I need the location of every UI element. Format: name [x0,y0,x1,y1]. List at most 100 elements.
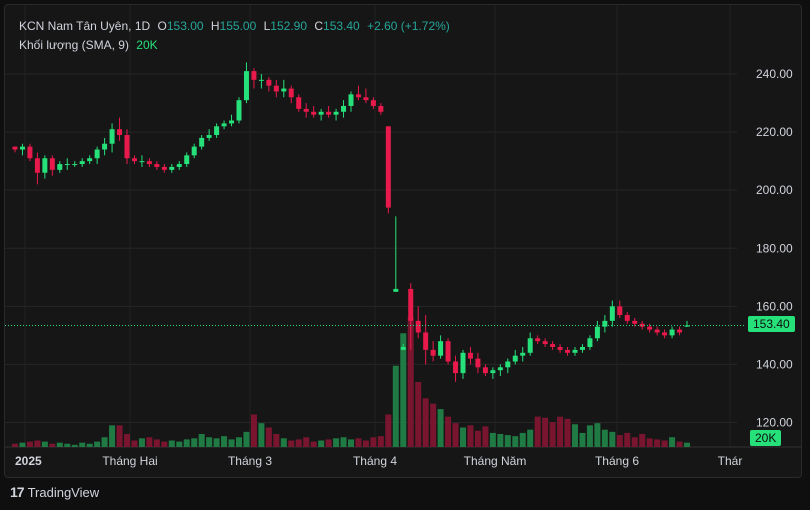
candle-body [303,108,309,112]
candle [281,79,287,98]
candlestick-chart[interactable]: 240.00 220.00 200.00 180.00 160.00 140.00 120.… [5,5,801,477]
candle-body [169,166,175,170]
volume-bar [504,435,511,447]
candle-body [579,346,585,350]
candle-body [243,71,249,101]
candle [258,74,264,89]
candle [385,126,391,214]
candle [311,105,317,118]
volume-bars [12,317,690,447]
candle-body [326,111,332,115]
candle [117,117,123,141]
volume-value: 20K [136,38,158,52]
open-value: O153.00 [157,19,204,33]
candle [550,341,556,350]
candle [557,344,563,353]
candle [497,364,503,377]
volume-bar [646,438,653,447]
volume-bar [579,432,586,447]
volume-bar [124,434,130,447]
volume-bar [527,429,534,447]
brand-footer[interactable]: 17 TradingView [10,484,99,500]
candle [460,349,466,379]
candle-body [146,161,152,165]
x-tick-label: Tháng 4 [353,454,397,468]
candle-body [662,332,668,336]
volume-bar [273,434,280,447]
candle [146,158,152,167]
candle-body [311,111,317,115]
candle-body [191,146,197,156]
candle-body [87,158,93,162]
volume-bar [295,439,302,447]
volume-bar [631,437,638,447]
candle-body [669,329,675,336]
volume-bar [489,432,496,447]
candle-body [677,329,683,333]
candle [303,103,309,118]
candle [355,85,361,101]
candle [565,346,571,356]
volume-bar [676,441,683,447]
volume-bar [355,438,362,447]
candle-body [557,346,563,350]
volume-bar [236,437,242,447]
candle-body [288,88,294,98]
candle [124,129,130,165]
candle-body [161,166,167,170]
candle [587,335,593,350]
volume-bar [474,430,481,447]
ohlc-legend: KCN Nam Tân Uyên, 1D O153.00 H155.00 L15… [19,19,454,33]
volume-bar [34,440,41,447]
volume-bar [557,416,564,447]
candle-body [72,164,78,166]
candle-body [475,358,481,368]
candle-body [266,79,272,86]
candle-body [57,164,63,170]
volume-legend: Khối lượng (SMA, 9) 20K [19,38,158,52]
volume-bar [594,423,601,447]
candle [609,300,615,327]
volume-bar [385,414,392,447]
candle [94,146,100,165]
y-tick-label: 180.00 [756,241,793,255]
candle [288,85,294,104]
volume-bar [221,436,228,447]
candle-body [19,146,25,150]
candle-body [214,126,220,136]
candle [273,79,279,98]
volume-bar [146,437,153,447]
volume-bar [377,436,384,447]
y-tick-label: 220.00 [756,125,793,139]
candle [639,320,645,330]
candle [594,320,600,342]
candle [161,164,167,173]
x-tick-label: Tháng Năm [464,454,527,468]
candle [669,326,675,339]
candle [102,137,108,156]
candle [453,355,459,382]
volume-bar [370,437,377,447]
volume-bar [549,422,556,447]
candle-body [124,135,130,159]
candle [169,164,175,173]
tradingview-logo-icon: 17 [10,484,25,500]
candle [348,91,354,112]
candle-body [27,146,33,159]
candle-body [199,137,205,147]
candle [415,306,421,339]
candle [445,338,451,365]
candle-body [251,71,257,80]
volume-bar [437,409,444,447]
candle-body [229,120,235,124]
candle [624,312,630,324]
candle [579,344,585,353]
candle-body [594,326,600,339]
chart-frame: 240.00 220.00 200.00 180.00 160.00 140.00 120.… [4,4,802,478]
volume-bar [564,418,571,447]
low-value: L152.90 [263,19,307,33]
candle [512,349,518,365]
candle-body [445,341,451,362]
volume-bar [400,333,407,447]
candle [482,364,488,377]
